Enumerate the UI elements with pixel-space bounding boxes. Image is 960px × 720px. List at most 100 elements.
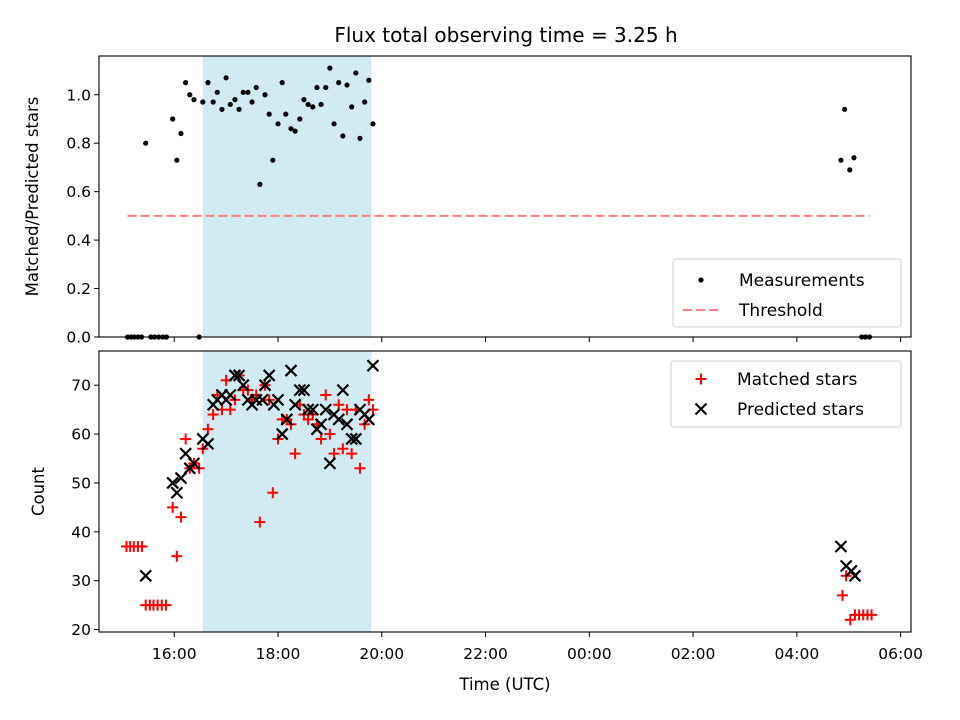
measurement-point xyxy=(301,97,307,103)
matched-star-point xyxy=(171,550,183,562)
top-y-ticks: 0.0 0.2 0.4 0.6 0.8 1.0 xyxy=(66,86,99,347)
measurement-point xyxy=(279,80,285,86)
top-ytick-label: 0.8 xyxy=(66,135,91,153)
predicted-star-point xyxy=(139,569,152,583)
bottom-xtick-label: 20:00 xyxy=(359,645,404,663)
measurement-point xyxy=(336,80,342,86)
matched-star-point xyxy=(354,462,366,474)
predicted-star-point xyxy=(170,486,184,499)
measurement-point xyxy=(292,128,298,134)
legend-matched-marker xyxy=(695,373,707,385)
matched-star-point xyxy=(254,516,266,528)
legend-matched-label: Matched stars xyxy=(737,370,857,390)
measurement-point xyxy=(178,130,184,137)
matched-star-point xyxy=(328,448,340,460)
measurement-point xyxy=(205,80,211,86)
measurement-point xyxy=(245,89,251,95)
measurement-point xyxy=(214,89,220,95)
top-ytick-label: 1.0 xyxy=(66,86,91,104)
observing-window-shade-bottom xyxy=(202,351,372,632)
bottom-xtick-label: 22:00 xyxy=(463,645,508,663)
matched-star-point xyxy=(324,428,336,440)
bottom-ytick-label: 40 xyxy=(71,523,91,541)
measurement-point xyxy=(253,84,259,91)
matched-star-point xyxy=(844,614,856,626)
predicted-star-point xyxy=(301,403,315,416)
matched-star-point xyxy=(337,443,349,455)
top-ytick-label: 0.0 xyxy=(66,329,91,347)
predicted-star-point xyxy=(232,369,246,382)
measurement-point xyxy=(262,92,268,98)
measurement-point xyxy=(305,101,311,108)
measurement-point xyxy=(323,84,329,91)
measurement-point xyxy=(297,116,303,122)
chart-title: Flux total observing time = 3.25 h xyxy=(334,23,677,47)
predicted-star-point xyxy=(323,457,337,470)
measurement-point xyxy=(191,97,197,103)
matched-star-point xyxy=(180,433,192,445)
measurement-point xyxy=(841,106,848,112)
measurement-point xyxy=(838,157,844,163)
predicted-star-point xyxy=(201,437,215,451)
predicted-star-point xyxy=(236,378,250,392)
predicted-star-point xyxy=(297,383,311,397)
predicted-star-point xyxy=(187,457,201,470)
measurement-point xyxy=(143,140,149,146)
bottom-panel: 20 30 40 50 60 70 16:00 18:00 20:00 22:00 00:00 02… xyxy=(29,350,923,694)
measurement-point xyxy=(288,126,294,132)
matched-star-point xyxy=(289,448,301,460)
top-panel: 0.0 0.2 0.4 0.6 0.8 1.0 Matched/Predicted sta… xyxy=(23,55,912,347)
predicted-star-point xyxy=(306,403,320,416)
predicted-star-point xyxy=(284,364,298,377)
measurement-point xyxy=(283,111,289,117)
legend-predicted-x xyxy=(694,402,708,416)
bottom-xtick-label: 16:00 xyxy=(152,645,197,663)
measurement-point xyxy=(314,84,320,91)
predicted-star-point xyxy=(340,418,354,431)
legend-matched-plus xyxy=(695,373,707,385)
matched-star-point xyxy=(267,487,279,499)
legend-measurements-label: Measurements xyxy=(739,271,865,291)
predicted-star-point xyxy=(362,413,376,426)
predicted-star-point xyxy=(280,413,294,426)
matched-star-point xyxy=(202,423,214,435)
predicted-stars-series xyxy=(139,359,862,583)
bottom-legend-box xyxy=(670,360,902,428)
measurement-point xyxy=(183,80,189,86)
top-legend-box xyxy=(672,258,902,328)
measurement-point xyxy=(344,82,350,88)
top-y-axis-label: Matched/Predicted stars xyxy=(23,97,42,297)
measurement-point xyxy=(170,116,176,122)
bottom-ytick-label: 50 xyxy=(71,474,91,492)
measurement-point xyxy=(310,104,316,110)
measurement-point xyxy=(257,181,263,187)
measurement-point xyxy=(366,77,372,83)
bottom-xtick-label: 02:00 xyxy=(671,645,716,663)
measurement-point xyxy=(370,121,376,127)
measurement-point xyxy=(249,99,255,105)
observing-window-shade-top xyxy=(202,56,372,337)
predicted-star-point xyxy=(174,471,188,485)
top-ytick-label: 0.4 xyxy=(66,232,91,250)
matched-star-point xyxy=(315,433,327,445)
predicted-star-point xyxy=(293,383,307,397)
measurements-series xyxy=(124,65,873,340)
bottom-y-ticks: 20 30 40 50 60 70 xyxy=(71,377,99,639)
matched-star-point xyxy=(207,409,219,421)
measurement-point xyxy=(232,97,238,103)
predicted-star-point xyxy=(332,413,345,426)
measurement-point xyxy=(266,111,272,117)
measurement-point xyxy=(223,75,229,81)
measurement-point xyxy=(270,157,276,163)
bottom-ytick-label: 30 xyxy=(71,572,91,590)
top-ytick-label: 0.2 xyxy=(66,280,91,298)
matched-star-point xyxy=(136,540,148,552)
bottom-xtick-label: 04:00 xyxy=(775,645,820,663)
measurement-point xyxy=(362,99,368,105)
bottom-x-ticks: 16:00 18:00 20:00 22:00 00:00 02:00 04:00 06:00 xyxy=(152,632,923,663)
matched-star-point xyxy=(363,394,375,406)
bottom-y-axis-label: Count xyxy=(29,466,48,516)
measurement-point xyxy=(219,106,225,112)
